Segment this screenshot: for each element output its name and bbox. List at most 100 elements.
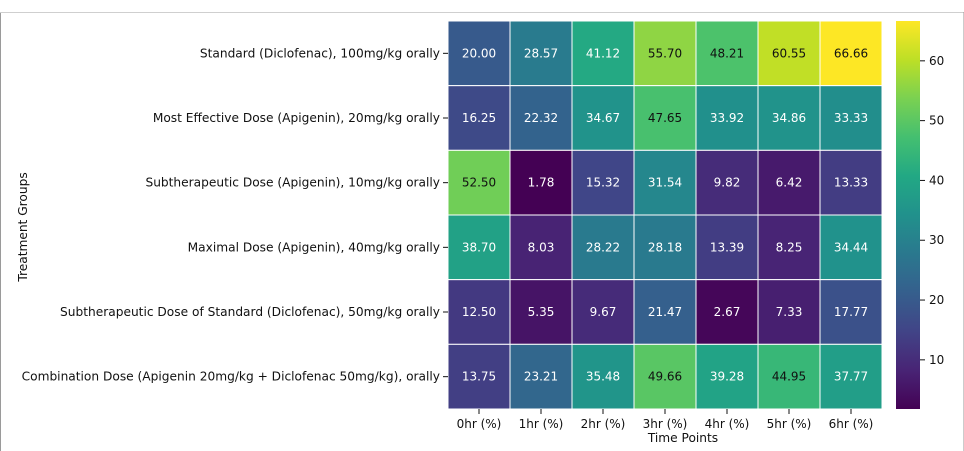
cell-value-label: 33.92 <box>710 111 744 125</box>
heatmap-cell <box>819 343 883 410</box>
heatmap-cell <box>509 149 573 216</box>
cell-value-label: 49.66 <box>648 370 682 384</box>
heatmap-cell <box>571 214 635 281</box>
colorbar-tick-label: 60 <box>929 54 944 68</box>
cell-value-label: 13.75 <box>462 370 496 384</box>
heatmap-cell <box>819 85 883 151</box>
cell-value-label: 52.50 <box>462 176 496 190</box>
cell-value-label: 44.95 <box>772 370 806 384</box>
cell-value-label: 31.54 <box>648 176 682 190</box>
colorbar-ticks: 10 20 30 40 50 60 <box>920 54 944 367</box>
row-label: Standard (Diclofenac), 100mg/kg orally <box>200 46 440 60</box>
heatmap-cell <box>509 20 573 87</box>
cell-value-label: 28.57 <box>524 46 558 60</box>
cell-value-label: 38.70 <box>462 240 496 254</box>
cell-value-label: 9.82 <box>714 176 741 190</box>
cell-value-label: 55.70 <box>648 46 682 60</box>
heatmap-cell <box>571 279 635 345</box>
colorbar-tick-label: 20 <box>929 293 944 307</box>
heatmap-cell <box>819 279 883 345</box>
heatmap-cell <box>447 343 511 410</box>
column-label: 2hr (%) <box>581 417 626 431</box>
cell-value-label: 12.50 <box>462 305 496 319</box>
cell-value-label: 41.12 <box>586 46 620 60</box>
row-label: Maximal Dose (Apigenin), 40mg/kg orally <box>188 240 440 254</box>
heatmap-cells: 20.00 28.57 41.12 55.70 48.21 60.55 66.66 16.25… <box>447 20 883 410</box>
heatmap-cell <box>695 279 759 345</box>
cell-value-label: 1.78 <box>528 176 555 190</box>
heatmap-cell <box>509 214 573 281</box>
row-label: Subtherapeutic Dose (Apigenin), 10mg/kg … <box>145 176 440 190</box>
colorbar-tick-label: 50 <box>929 114 944 128</box>
cell-value-label: 6.42 <box>776 176 803 190</box>
x-axis-label: Time Points <box>647 431 718 445</box>
cell-value-label: 7.33 <box>776 305 803 319</box>
cell-value-label: 47.65 <box>648 111 682 125</box>
cell-value-label: 60.55 <box>772 46 806 60</box>
cell-value-label: 28.18 <box>648 240 682 254</box>
column-label: 1hr (%) <box>519 417 564 431</box>
heatmap-cell <box>695 214 759 281</box>
heatmap-cell <box>695 85 759 151</box>
colorbar-tick-label: 10 <box>929 353 944 367</box>
y-axis-label: Treatment Groups <box>16 172 30 282</box>
row-label: Combination Dose (Apigenin 20mg/kg + Dic… <box>22 370 440 384</box>
row-label: Most Effective Dose (Apigenin), 20mg/kg … <box>153 111 440 125</box>
cell-value-label: 2.67 <box>714 305 741 319</box>
heatmap-cell <box>447 149 511 216</box>
column-label: 4hr (%) <box>705 417 750 431</box>
heatmap-cell <box>819 20 883 87</box>
colorbar-tick-label: 30 <box>929 233 944 247</box>
column-label: 0hr (%) <box>457 417 502 431</box>
heatmap-cell <box>509 279 573 345</box>
row-labels: Standard (Diclofenac), 100mg/kg orally Mo… <box>22 46 448 384</box>
heatmap-cell <box>695 343 759 410</box>
cell-value-label: 39.28 <box>710 370 744 384</box>
cell-value-label: 9.67 <box>590 305 617 319</box>
heatmap-cell <box>757 85 821 151</box>
cell-value-label: 37.77 <box>834 370 868 384</box>
heatmap-cell <box>571 343 635 410</box>
heatmap-cell <box>633 20 697 87</box>
cell-value-label: 8.03 <box>528 240 555 254</box>
cell-value-label: 16.25 <box>462 111 496 125</box>
cell-value-label: 5.35 <box>528 305 555 319</box>
heatmap-cell <box>571 85 635 151</box>
cell-value-label: 34.67 <box>586 111 620 125</box>
heatmap-cell <box>571 20 635 87</box>
cell-value-label: 48.21 <box>710 46 744 60</box>
cell-value-label: 8.25 <box>776 240 803 254</box>
heatmap-cell <box>757 214 821 281</box>
cell-value-label: 21.47 <box>648 305 682 319</box>
heatmap-cell <box>757 149 821 216</box>
cell-value-label: 22.32 <box>524 111 558 125</box>
cell-value-label: 34.44 <box>834 240 868 254</box>
cell-value-label: 17.77 <box>834 305 868 319</box>
heatmap-cell <box>571 149 635 216</box>
column-label: 5hr (%) <box>767 417 812 431</box>
cell-value-label: 23.21 <box>524 370 558 384</box>
cell-value-label: 35.48 <box>586 370 620 384</box>
column-label: 3hr (%) <box>643 417 688 431</box>
cell-value-label: 66.66 <box>834 46 868 60</box>
cell-value-label: 13.39 <box>710 240 744 254</box>
heatmap-cell <box>447 214 511 281</box>
cell-value-label: 28.22 <box>586 240 620 254</box>
cell-value-label: 15.32 <box>586 176 620 190</box>
colorbar-tick-label: 40 <box>929 173 944 187</box>
cell-value-label: 33.33 <box>834 111 868 125</box>
column-labels: 0hr (%) 1hr (%) 2hr (%) 3hr (%) 4hr (%) 5hr (… <box>457 409 874 431</box>
heatmap-cell <box>819 149 883 216</box>
heatmap-cell <box>633 85 697 151</box>
colorbar <box>896 21 920 409</box>
cell-value-label: 20.00 <box>462 46 496 60</box>
heatmap-cell <box>757 343 821 410</box>
heatmap-cell <box>757 20 821 87</box>
column-label: 6hr (%) <box>829 417 874 431</box>
heatmap-cell <box>633 149 697 216</box>
cell-value-label: 34.86 <box>772 111 806 125</box>
cell-value-label: 13.33 <box>834 176 868 190</box>
row-label: Subtherapeutic Dose of Standard (Diclofe… <box>60 305 440 319</box>
